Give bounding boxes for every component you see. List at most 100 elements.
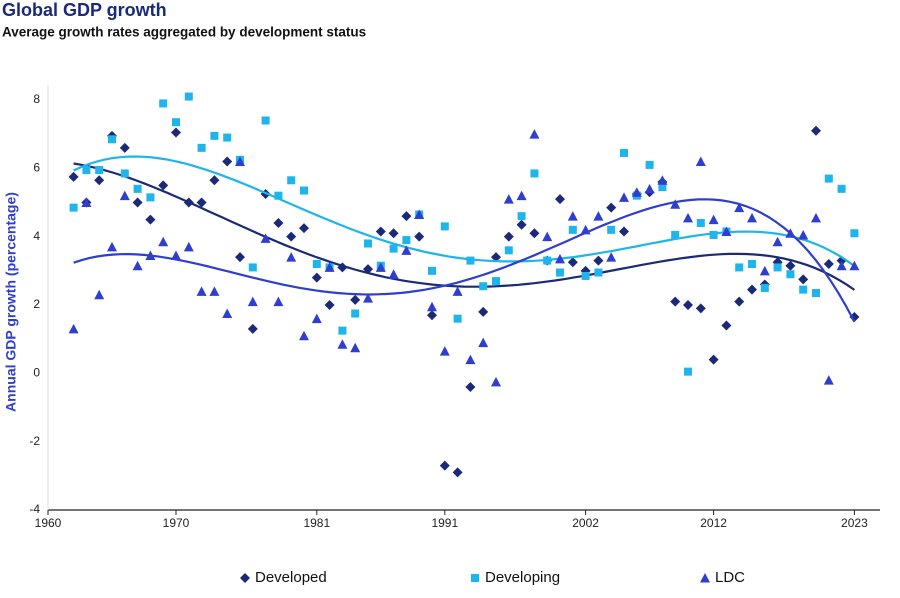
triangle-marker bbox=[388, 269, 399, 279]
triangle-marker bbox=[721, 226, 732, 237]
triangle-marker bbox=[759, 265, 770, 276]
triangle-marker bbox=[700, 573, 710, 583]
triangle-marker bbox=[465, 354, 476, 365]
triangle-marker bbox=[593, 211, 604, 221]
triangle-marker bbox=[491, 376, 501, 387]
triangle-marker bbox=[350, 342, 361, 353]
diamond-marker bbox=[240, 573, 250, 583]
square-marker bbox=[428, 266, 436, 275]
diamond-marker bbox=[555, 194, 565, 205]
diamond-marker bbox=[324, 300, 335, 310]
square-marker bbox=[530, 169, 539, 178]
x-tick-label: 2023 bbox=[841, 516, 868, 530]
square-marker bbox=[466, 256, 475, 265]
legend-label: LDC bbox=[715, 569, 745, 586]
square-marker bbox=[492, 277, 500, 286]
square-marker bbox=[146, 193, 155, 202]
square-marker bbox=[645, 160, 654, 169]
square-marker bbox=[517, 212, 526, 221]
triangle-marker bbox=[503, 194, 514, 204]
triangle-marker bbox=[772, 236, 783, 247]
square-marker bbox=[248, 263, 257, 272]
square-marker bbox=[274, 191, 283, 200]
square-marker bbox=[735, 263, 744, 272]
square-marker bbox=[581, 271, 590, 280]
chart-subtitle: Average growth rates aggregated by devel… bbox=[2, 25, 366, 40]
square-marker bbox=[799, 285, 808, 294]
square-marker bbox=[351, 309, 360, 318]
square-marker bbox=[338, 326, 347, 335]
triangle-marker bbox=[823, 375, 834, 385]
square-marker bbox=[709, 230, 718, 239]
triangle-marker bbox=[68, 323, 79, 334]
triangle-marker bbox=[747, 212, 757, 223]
square-marker bbox=[133, 184, 142, 193]
diamond-marker bbox=[452, 467, 463, 478]
diamond-marker bbox=[247, 323, 258, 334]
square-marker bbox=[95, 166, 104, 175]
triangle-marker bbox=[644, 183, 655, 194]
diamond-marker bbox=[747, 284, 757, 295]
triangle-marker bbox=[478, 337, 489, 348]
triangle-marker bbox=[401, 245, 412, 255]
diamond-marker bbox=[491, 252, 501, 263]
diamond-marker bbox=[619, 226, 629, 237]
square-marker bbox=[440, 222, 449, 231]
diamond-marker bbox=[119, 142, 130, 153]
diamond-marker bbox=[427, 310, 437, 321]
x-tick-label: 1960 bbox=[35, 516, 62, 530]
triangle-marker bbox=[119, 190, 130, 201]
trend-line bbox=[73, 162, 856, 291]
square-marker bbox=[696, 219, 705, 227]
y-tick-label: 6 bbox=[33, 161, 40, 175]
triangle-marker bbox=[363, 293, 373, 303]
y-tick-label: 4 bbox=[33, 229, 40, 243]
triangle-marker bbox=[849, 260, 860, 271]
triangle-marker bbox=[222, 308, 233, 319]
diamond-marker bbox=[196, 197, 207, 208]
square-marker bbox=[824, 174, 833, 183]
diamond-marker bbox=[132, 197, 143, 208]
square-marker bbox=[312, 260, 321, 268]
triangle-marker bbox=[196, 286, 207, 296]
square-marker bbox=[287, 176, 296, 185]
square-marker bbox=[556, 268, 564, 277]
diamond-marker bbox=[94, 175, 105, 186]
triangle-marker bbox=[337, 339, 348, 349]
square-marker bbox=[658, 183, 667, 192]
square-marker bbox=[786, 270, 795, 279]
square-marker bbox=[671, 230, 680, 239]
square-marker bbox=[364, 239, 372, 248]
diamond-marker bbox=[683, 300, 693, 310]
square-marker bbox=[69, 203, 78, 212]
diamond-marker bbox=[606, 202, 617, 213]
square-marker bbox=[594, 268, 603, 277]
diamond-marker bbox=[145, 214, 156, 225]
triangle-marker bbox=[798, 229, 809, 240]
square-marker bbox=[773, 263, 782, 272]
square-marker bbox=[184, 92, 193, 101]
x-tick-label: 2012 bbox=[700, 516, 727, 530]
triangle-marker bbox=[619, 192, 629, 202]
trend-line bbox=[73, 198, 856, 323]
triangle-marker bbox=[311, 313, 322, 324]
triangle-marker bbox=[375, 262, 386, 272]
triangle-marker bbox=[158, 236, 169, 247]
diamond-marker bbox=[401, 211, 412, 222]
y-tick-label: -2 bbox=[29, 434, 40, 448]
square-marker bbox=[159, 99, 168, 108]
diamond-marker bbox=[414, 231, 425, 242]
triangle-marker bbox=[542, 231, 553, 242]
square-marker bbox=[684, 367, 692, 376]
x-tick-label: 1970 bbox=[163, 516, 190, 530]
triangle-marker bbox=[683, 212, 693, 223]
diamond-marker bbox=[273, 218, 284, 228]
square-marker bbox=[453, 314, 462, 323]
square-marker bbox=[620, 148, 628, 157]
triangle-marker bbox=[247, 296, 258, 307]
triangle-marker bbox=[427, 301, 437, 312]
square-marker bbox=[471, 574, 479, 582]
triangle-marker bbox=[286, 252, 297, 262]
y-tick-label: 2 bbox=[33, 297, 40, 311]
diamond-marker bbox=[299, 223, 309, 234]
